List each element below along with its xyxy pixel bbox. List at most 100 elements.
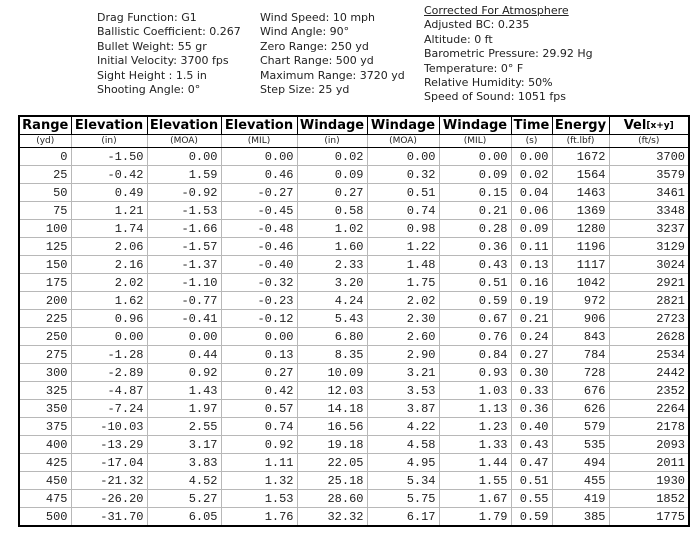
cell: 0.30 — [510, 363, 553, 382]
cell: 0.93 — [438, 363, 512, 382]
cell: 0.27 — [510, 345, 553, 364]
cell: 5.43 — [296, 309, 368, 328]
cell: 0.96 — [70, 309, 148, 328]
trajectory-table: Range Elevation Elevation Elevation Windage W… — [18, 115, 690, 527]
cell: -0.23 — [220, 291, 298, 310]
cell: 1.74 — [70, 219, 148, 238]
info-line: Sight Height : 1.5 in — [97, 68, 207, 82]
cell: -13.29 — [70, 435, 148, 454]
cell: 32.32 — [296, 507, 368, 527]
data-row: 0 -1.50 0.00 0.00 0.02 0.00 0.00 0.00 1672 3700 — [18, 147, 690, 166]
cell: 1.79 — [438, 507, 512, 527]
cell: 6.80 — [296, 327, 368, 346]
cell: -0.42 — [70, 165, 148, 184]
cell: 2534 — [608, 345, 690, 364]
data-row: 225 0.96 -0.41 -0.12 5.43 2.30 0.67 0.21 906 2723 — [18, 309, 690, 328]
info-line: Speed of Sound: 1051 fps — [424, 90, 566, 104]
cell: 1280 — [551, 219, 610, 238]
cell: 450 — [18, 471, 72, 490]
cell: 0.98 — [366, 219, 440, 238]
cell: 3.21 — [366, 363, 440, 382]
data-row: 400 -13.29 3.17 0.92 19.18 4.58 1.33 0.43 535 209… — [18, 435, 690, 454]
cell: 0.15 — [438, 183, 512, 202]
cell: 2.30 — [366, 309, 440, 328]
data-row: 275 -1.28 0.44 0.13 8.35 2.90 0.84 0.27 784 2534 — [18, 345, 690, 364]
cell: 0.40 — [510, 417, 553, 436]
cell: 2178 — [608, 417, 690, 436]
cell: 0.32 — [366, 165, 440, 184]
cell: 0.76 — [438, 327, 512, 346]
cell: 3700 — [608, 147, 690, 166]
cell: -1.10 — [146, 273, 222, 292]
cell: -0.77 — [146, 291, 222, 310]
cell: -0.41 — [146, 309, 222, 328]
cell: 0.51 — [438, 273, 512, 292]
info-line: Ballistic Coefficient: 0.267 — [97, 25, 241, 39]
cell: 325 — [18, 381, 72, 400]
cell: 1.67 — [438, 489, 512, 508]
info-line: Temperature: 0° F — [424, 61, 524, 75]
cell: 579 — [551, 417, 610, 436]
data-row: 25 -0.42 1.59 0.46 0.09 0.32 0.09 0.02 1564 3579 — [18, 165, 690, 184]
cell: 0.13 — [220, 345, 298, 364]
header-text: Time — [513, 118, 550, 133]
cell: 500 — [18, 507, 72, 527]
cell: 0.21 — [438, 201, 512, 220]
cell: 2.02 — [366, 291, 440, 310]
column-header: Elevation — [146, 115, 222, 135]
cell: -0.12 — [220, 309, 298, 328]
cell: 626 — [551, 399, 610, 418]
cell: 0 — [18, 147, 72, 166]
cell: 5.75 — [366, 489, 440, 508]
column-header: Elevation — [70, 115, 148, 135]
data-row: 475 -26.20 5.27 1.53 28.60 5.75 1.67 0.55 419 185… — [18, 489, 690, 508]
cell: 1042 — [551, 273, 610, 292]
cell: 22.05 — [296, 453, 368, 472]
cell: 0.59 — [510, 507, 553, 527]
cell: 3.20 — [296, 273, 368, 292]
unit-label: (MIL) — [220, 134, 298, 148]
cell: 494 — [551, 453, 610, 472]
cell: 0.19 — [510, 291, 553, 310]
cell: -10.03 — [70, 417, 148, 436]
info-line: Wind Angle: 90° — [260, 25, 350, 39]
data-row: 450 -21.32 4.52 1.32 25.18 5.34 1.55 0.51 455 193… — [18, 471, 690, 490]
column-header: Elevation — [220, 115, 298, 135]
atmosphere-title: Corrected For Atmosphere — [424, 4, 569, 17]
cell: 0.02 — [510, 165, 553, 184]
cell: 0.04 — [510, 183, 553, 202]
cell: 0.92 — [146, 363, 222, 382]
unit-label: (MOA) — [366, 134, 440, 148]
cell: 0.24 — [510, 327, 553, 346]
cell: -0.40 — [220, 255, 298, 274]
cell: 12.03 — [296, 381, 368, 400]
cell: 2.06 — [70, 237, 148, 256]
header-suffix: [x+y] — [646, 121, 674, 131]
cell: 0.00 — [220, 327, 298, 346]
cell: 0.84 — [438, 345, 512, 364]
cell: 8.35 — [296, 345, 368, 364]
unit-label: (in) — [296, 134, 368, 148]
cell: 0.46 — [220, 165, 298, 184]
cell: -4.87 — [70, 381, 148, 400]
cell: 1.75 — [366, 273, 440, 292]
cell: 150 — [18, 255, 72, 274]
header-text: Elevation — [224, 118, 294, 133]
cell: 1.11 — [220, 453, 298, 472]
cell: 4.58 — [366, 435, 440, 454]
cell: 0.27 — [296, 183, 368, 202]
unit-label: (MIL) — [438, 134, 512, 148]
cell: 2264 — [608, 399, 690, 418]
cell: -31.70 — [70, 507, 148, 527]
cell: 3461 — [608, 183, 690, 202]
cell: 50 — [18, 183, 72, 202]
cell: 2.55 — [146, 417, 222, 436]
cell: 1.76 — [220, 507, 298, 527]
cell: 28.60 — [296, 489, 368, 508]
cell: 1.62 — [70, 291, 148, 310]
cell: 5.34 — [366, 471, 440, 490]
cell: 0.47 — [510, 453, 553, 472]
cell: -1.66 — [146, 219, 222, 238]
cell: 3.17 — [146, 435, 222, 454]
cell: 843 — [551, 327, 610, 346]
